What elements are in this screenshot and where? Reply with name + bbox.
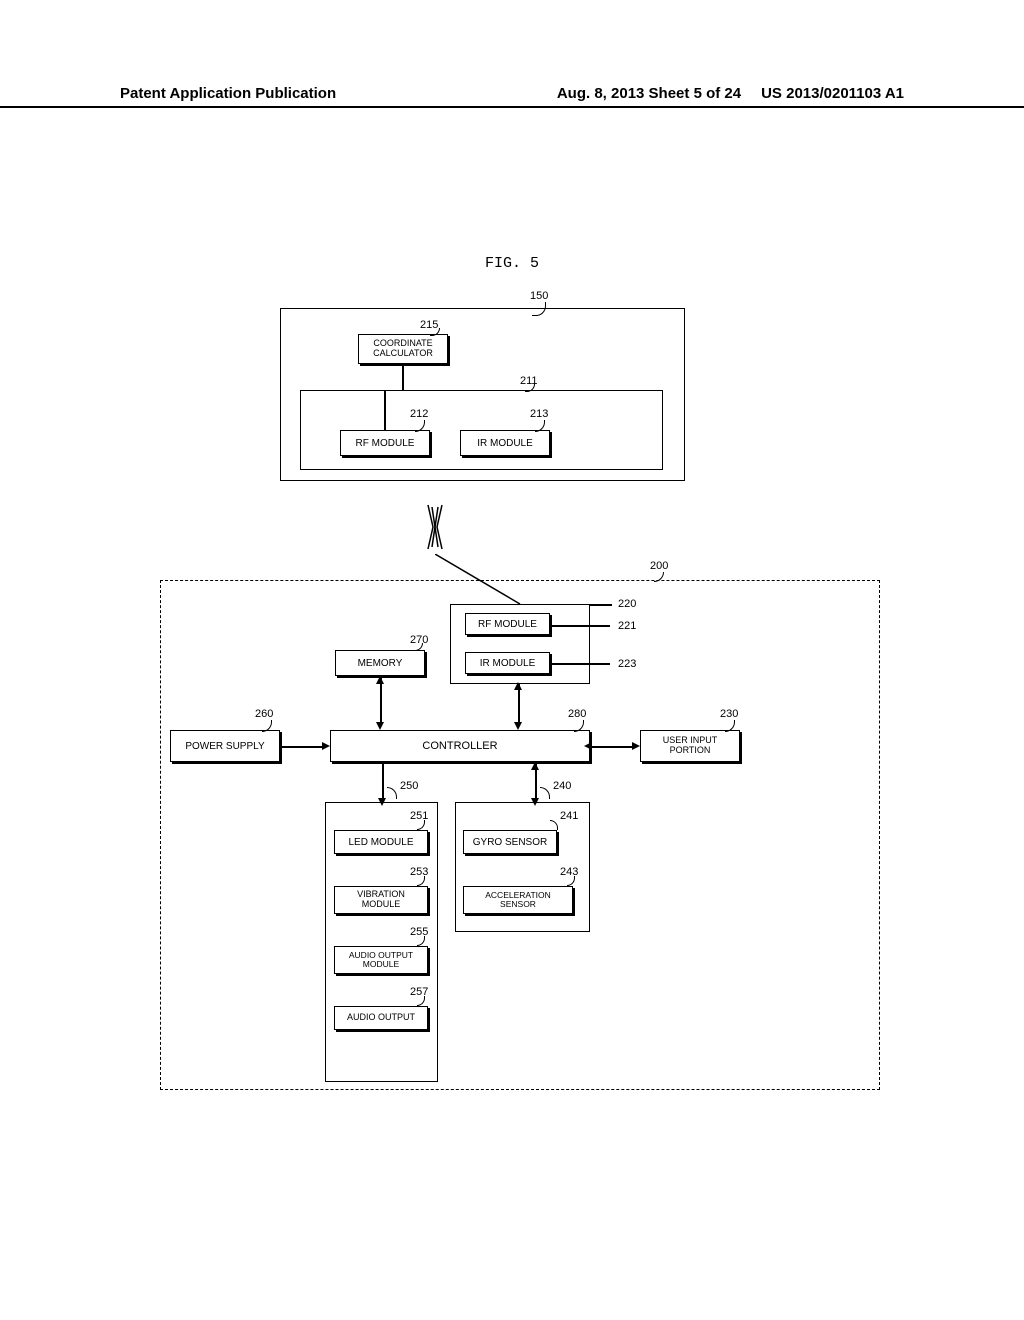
ref-241: 241: [560, 810, 578, 822]
ref-223: 223: [618, 658, 636, 670]
ref-150: 150: [530, 290, 548, 302]
memory-box: MEMORY: [335, 650, 425, 676]
ref-213: 213: [530, 408, 548, 420]
audio-output-box: AUDIO OUTPUT: [334, 1006, 428, 1030]
arrow-ctrl-user-l: [584, 742, 592, 750]
line-ctrl-user: [592, 746, 632, 748]
line-wireless-diag: [435, 554, 525, 604]
arrow-220-u: [514, 682, 522, 690]
header-row: Patent Application Publication Aug. 8, 2…: [0, 85, 1024, 102]
arrow-mem-u: [376, 676, 384, 684]
arrow-power-ctrl: [322, 742, 330, 750]
line-223: [552, 663, 610, 665]
figure-title: FIG. 5: [0, 255, 1024, 272]
ref-240: 240: [553, 780, 571, 792]
wireless-icon: [425, 502, 445, 552]
rf-module-200: RF MODULE: [465, 613, 550, 635]
arrow-240-u: [531, 762, 539, 770]
coordinate-calculator-box: COORDINATE CALCULATOR: [358, 334, 448, 364]
ref-221: 221: [618, 620, 636, 632]
gyro-sensor-box: GYRO SENSOR: [463, 830, 557, 854]
ref-250: 250: [400, 780, 418, 792]
controller-box: CONTROLLER: [330, 730, 590, 762]
vibration-module-box: VIBRATION MODULE: [334, 886, 428, 914]
ref-200: 200: [650, 560, 668, 572]
line-220: [590, 604, 612, 606]
header-right: US 2013/0201103 A1: [741, 85, 904, 102]
ref-260: 260: [255, 708, 273, 720]
ref-212: 212: [410, 408, 428, 420]
arrow-mem-d: [376, 722, 384, 730]
rf-module-150: RF MODULE: [340, 430, 430, 456]
ref-220: 220: [618, 598, 636, 610]
power-supply-box: POWER SUPPLY: [170, 730, 280, 762]
patent-header: Patent Application Publication Aug. 8, 2…: [0, 85, 1024, 108]
page: Patent Application Publication Aug. 8, 2…: [0, 0, 1024, 1320]
ir-module-200: IR MODULE: [465, 652, 550, 674]
audio-output-module-box: AUDIO OUTPUT MODULE: [334, 946, 428, 974]
led-module-box: LED MODULE: [334, 830, 428, 854]
ir-module-150: IR MODULE: [460, 430, 550, 456]
ref-280: 280: [568, 708, 586, 720]
line-mem-ctrl: [380, 678, 382, 722]
header-mid: Aug. 8, 2013 Sheet 5 of 24: [557, 85, 741, 102]
line-ctrl-250: [382, 764, 384, 800]
line-212: [384, 390, 386, 430]
accel-sensor-box: ACCELERATION SENSOR: [463, 886, 573, 914]
arrow-ctrl-user-r: [632, 742, 640, 750]
ref-230: 230: [720, 708, 738, 720]
line-221: [552, 625, 610, 627]
user-input-box: USER INPUT PORTION: [640, 730, 740, 762]
arrow-220-d: [514, 722, 522, 730]
line-coord-to-211: [402, 366, 404, 390]
diagram-canvas: 150 COORDINATE CALCULATOR 215 211 RF MOD…: [160, 290, 880, 1110]
header-left: Patent Application Publication: [120, 85, 557, 102]
line-power-ctrl: [282, 746, 322, 748]
